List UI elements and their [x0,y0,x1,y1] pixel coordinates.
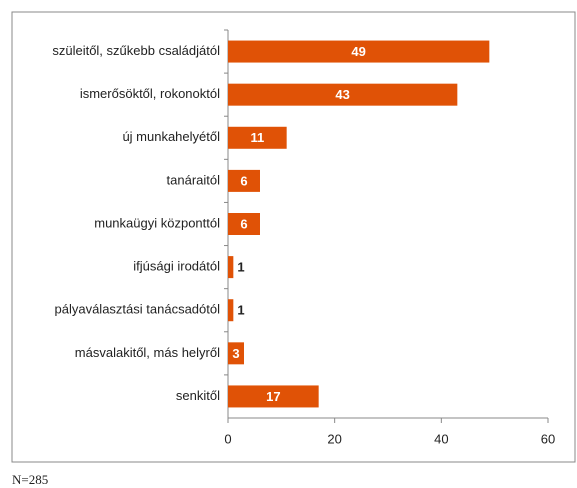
bar [228,299,234,322]
data-label: 3 [232,346,239,361]
y-tick-label: senkitől [176,388,220,403]
y-tick-label: szüleitől, szűkebb családjától [52,43,220,58]
y-tick-label: másvalakitől, más helyről [75,345,220,360]
data-label: 6 [240,173,247,188]
y-tick-label: új munkahelyétől [122,129,220,144]
bar [228,385,319,408]
bar [228,342,244,365]
bar [228,126,287,149]
bar [228,83,458,106]
data-label: 6 [240,216,247,231]
x-tick-label: 60 [541,431,555,446]
x-tick-label: 0 [224,431,231,446]
bar [228,213,260,235]
data-label: 1 [237,303,244,318]
bar [228,40,490,63]
data-label: 49 [351,44,365,59]
y-tick-label: tanáraitól [167,172,221,187]
bar [228,256,234,279]
x-tick-label: 20 [327,431,341,446]
chart-frame [11,11,576,463]
data-label: 43 [335,87,349,102]
data-label: 11 [250,130,264,145]
bar [228,169,260,192]
x-tick-label: 40 [434,431,448,446]
data-label: 17 [266,389,280,404]
y-tick-label: munkaügyi központtól [94,215,220,230]
y-tick-label: ifjúsági irodától [133,259,220,274]
note: N=285 [12,472,48,487]
y-tick-label: ismerősöktől, rokonoktól [80,86,220,101]
y-tick-label: pályaválasztási tanácsadótól [55,302,221,317]
data-label: 1 [237,260,244,275]
